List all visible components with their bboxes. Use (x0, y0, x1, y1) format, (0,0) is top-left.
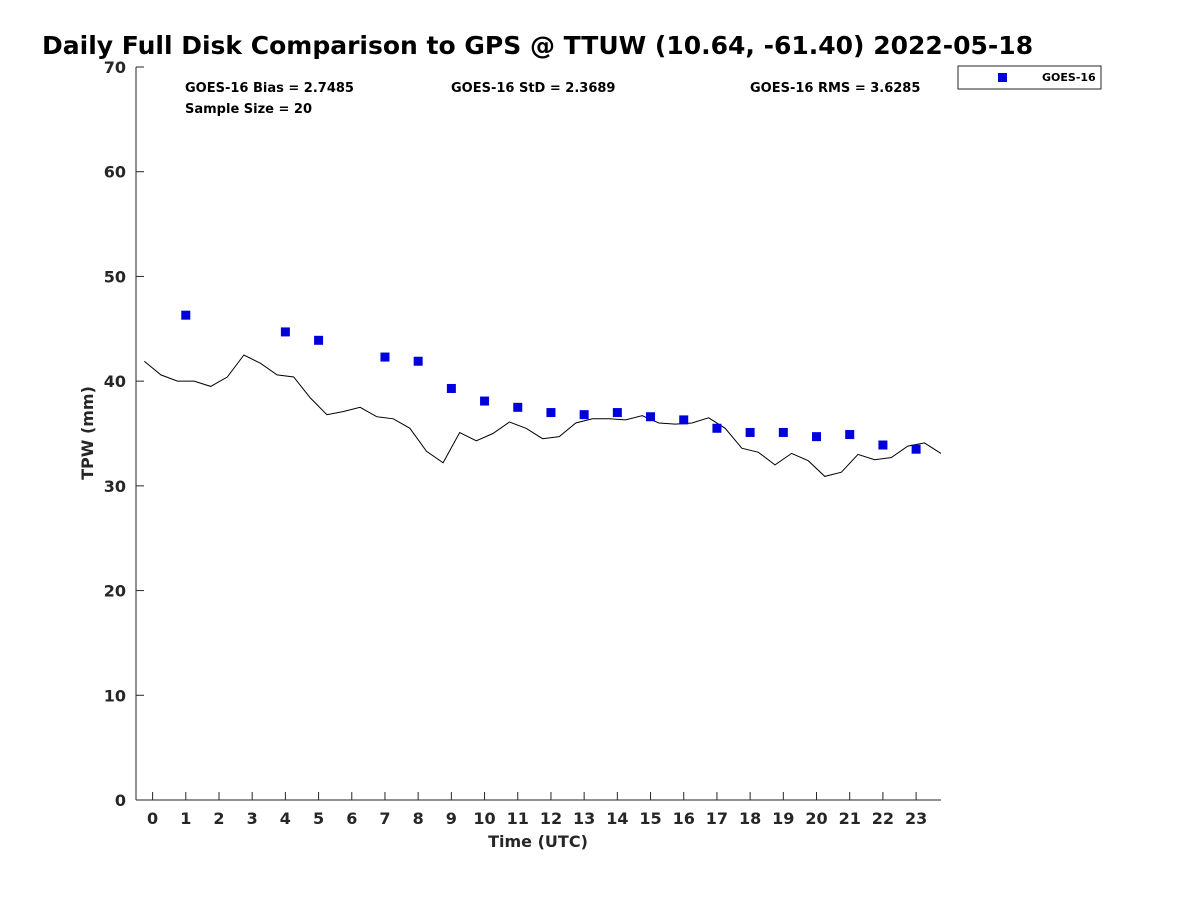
goes-16-point (513, 402, 523, 412)
x-tick-label: 22 (872, 809, 894, 828)
goes-16-point (778, 427, 788, 437)
x-tick-label: 20 (805, 809, 827, 828)
goes-16-point (546, 408, 556, 418)
x-tick-label: 0 (147, 809, 158, 828)
series-layer (143, 310, 942, 477)
goes-16-point (911, 444, 921, 454)
goes-16-point (679, 415, 689, 425)
legend-marker-goes-16 (998, 73, 1007, 82)
x-tick-label: 9 (446, 809, 457, 828)
x-tick-label: 21 (839, 809, 861, 828)
y-tick-label: 40 (104, 372, 126, 391)
goes-16-point (878, 440, 888, 450)
legend: GOES-16 (957, 65, 1102, 90)
rms-annotation: GOES-16 RMS = 3.6285 (750, 81, 920, 96)
x-tick-label: 19 (772, 809, 794, 828)
goes-16-point (380, 352, 390, 362)
goes-16-point (181, 310, 191, 320)
y-tick-label: 70 (104, 58, 126, 77)
goes-16-point (579, 410, 589, 420)
x-axis-label: Time (UTC) (488, 832, 588, 851)
y-tick-label: 20 (104, 582, 126, 601)
x-tick-label: 1 (180, 809, 191, 828)
x-tick-label: 16 (673, 809, 695, 828)
legend-box (957, 65, 1102, 90)
y-tick-label: 50 (104, 267, 126, 286)
y-axis-label: TPW (mm) (78, 386, 97, 480)
x-tick-label: 6 (346, 809, 357, 828)
x-tick-label: 18 (739, 809, 761, 828)
x-tick-label: 10 (473, 809, 495, 828)
y-tick-label: 10 (104, 686, 126, 705)
chart-title: Daily Full Disk Comparison to GPS @ TTUW… (42, 31, 1033, 60)
x-tick-label: 13 (573, 809, 595, 828)
y-axis-ticks: 0 10 20 30 40 50 60 70 (104, 58, 144, 810)
x-tick-label: 15 (639, 809, 661, 828)
x-tick-label: 2 (213, 809, 224, 828)
y-tick-label: 30 (104, 477, 126, 496)
sample-size-annotation: Sample Size = 20 (185, 102, 312, 117)
x-tick-label: 14 (606, 809, 628, 828)
x-axis-ticks: 0 1 2 3 4 5 6 7 8 9 10 11 12 13 14 15 16 17 18 19 20 21 22 23 (147, 792, 927, 828)
goes-16-point (446, 383, 456, 393)
x-tick-label: 5 (313, 809, 324, 828)
x-tick-label: 17 (706, 809, 728, 828)
goes-16-point (646, 412, 656, 422)
goes-16-point (480, 396, 490, 406)
goes-16-point (845, 430, 855, 440)
goes-16-point (280, 327, 290, 337)
x-tick-label: 4 (280, 809, 291, 828)
goes-16-point (314, 335, 324, 345)
x-tick-label: 3 (247, 809, 258, 828)
x-tick-label: 11 (507, 809, 529, 828)
legend-label-goes-16: GOES-16 (1042, 71, 1096, 84)
goes-16-point (745, 427, 755, 437)
y-tick-label: 60 (104, 163, 126, 182)
bias-annotation: GOES-16 Bias = 2.7485 (185, 81, 354, 96)
gps-tpw-line (143, 354, 942, 477)
goes-16-point (413, 356, 423, 366)
y-tick-label: 0 (115, 791, 126, 810)
x-tick-label: 23 (905, 809, 927, 828)
x-tick-label: 12 (540, 809, 562, 828)
goes-16-point (612, 408, 622, 418)
x-tick-label: 7 (379, 809, 390, 828)
std-annotation: GOES-16 StD = 2.3689 (451, 81, 615, 96)
goes-16-point (812, 432, 822, 442)
x-tick-label: 8 (413, 809, 424, 828)
plot-area (136, 67, 941, 800)
goes-16-point (712, 423, 722, 433)
